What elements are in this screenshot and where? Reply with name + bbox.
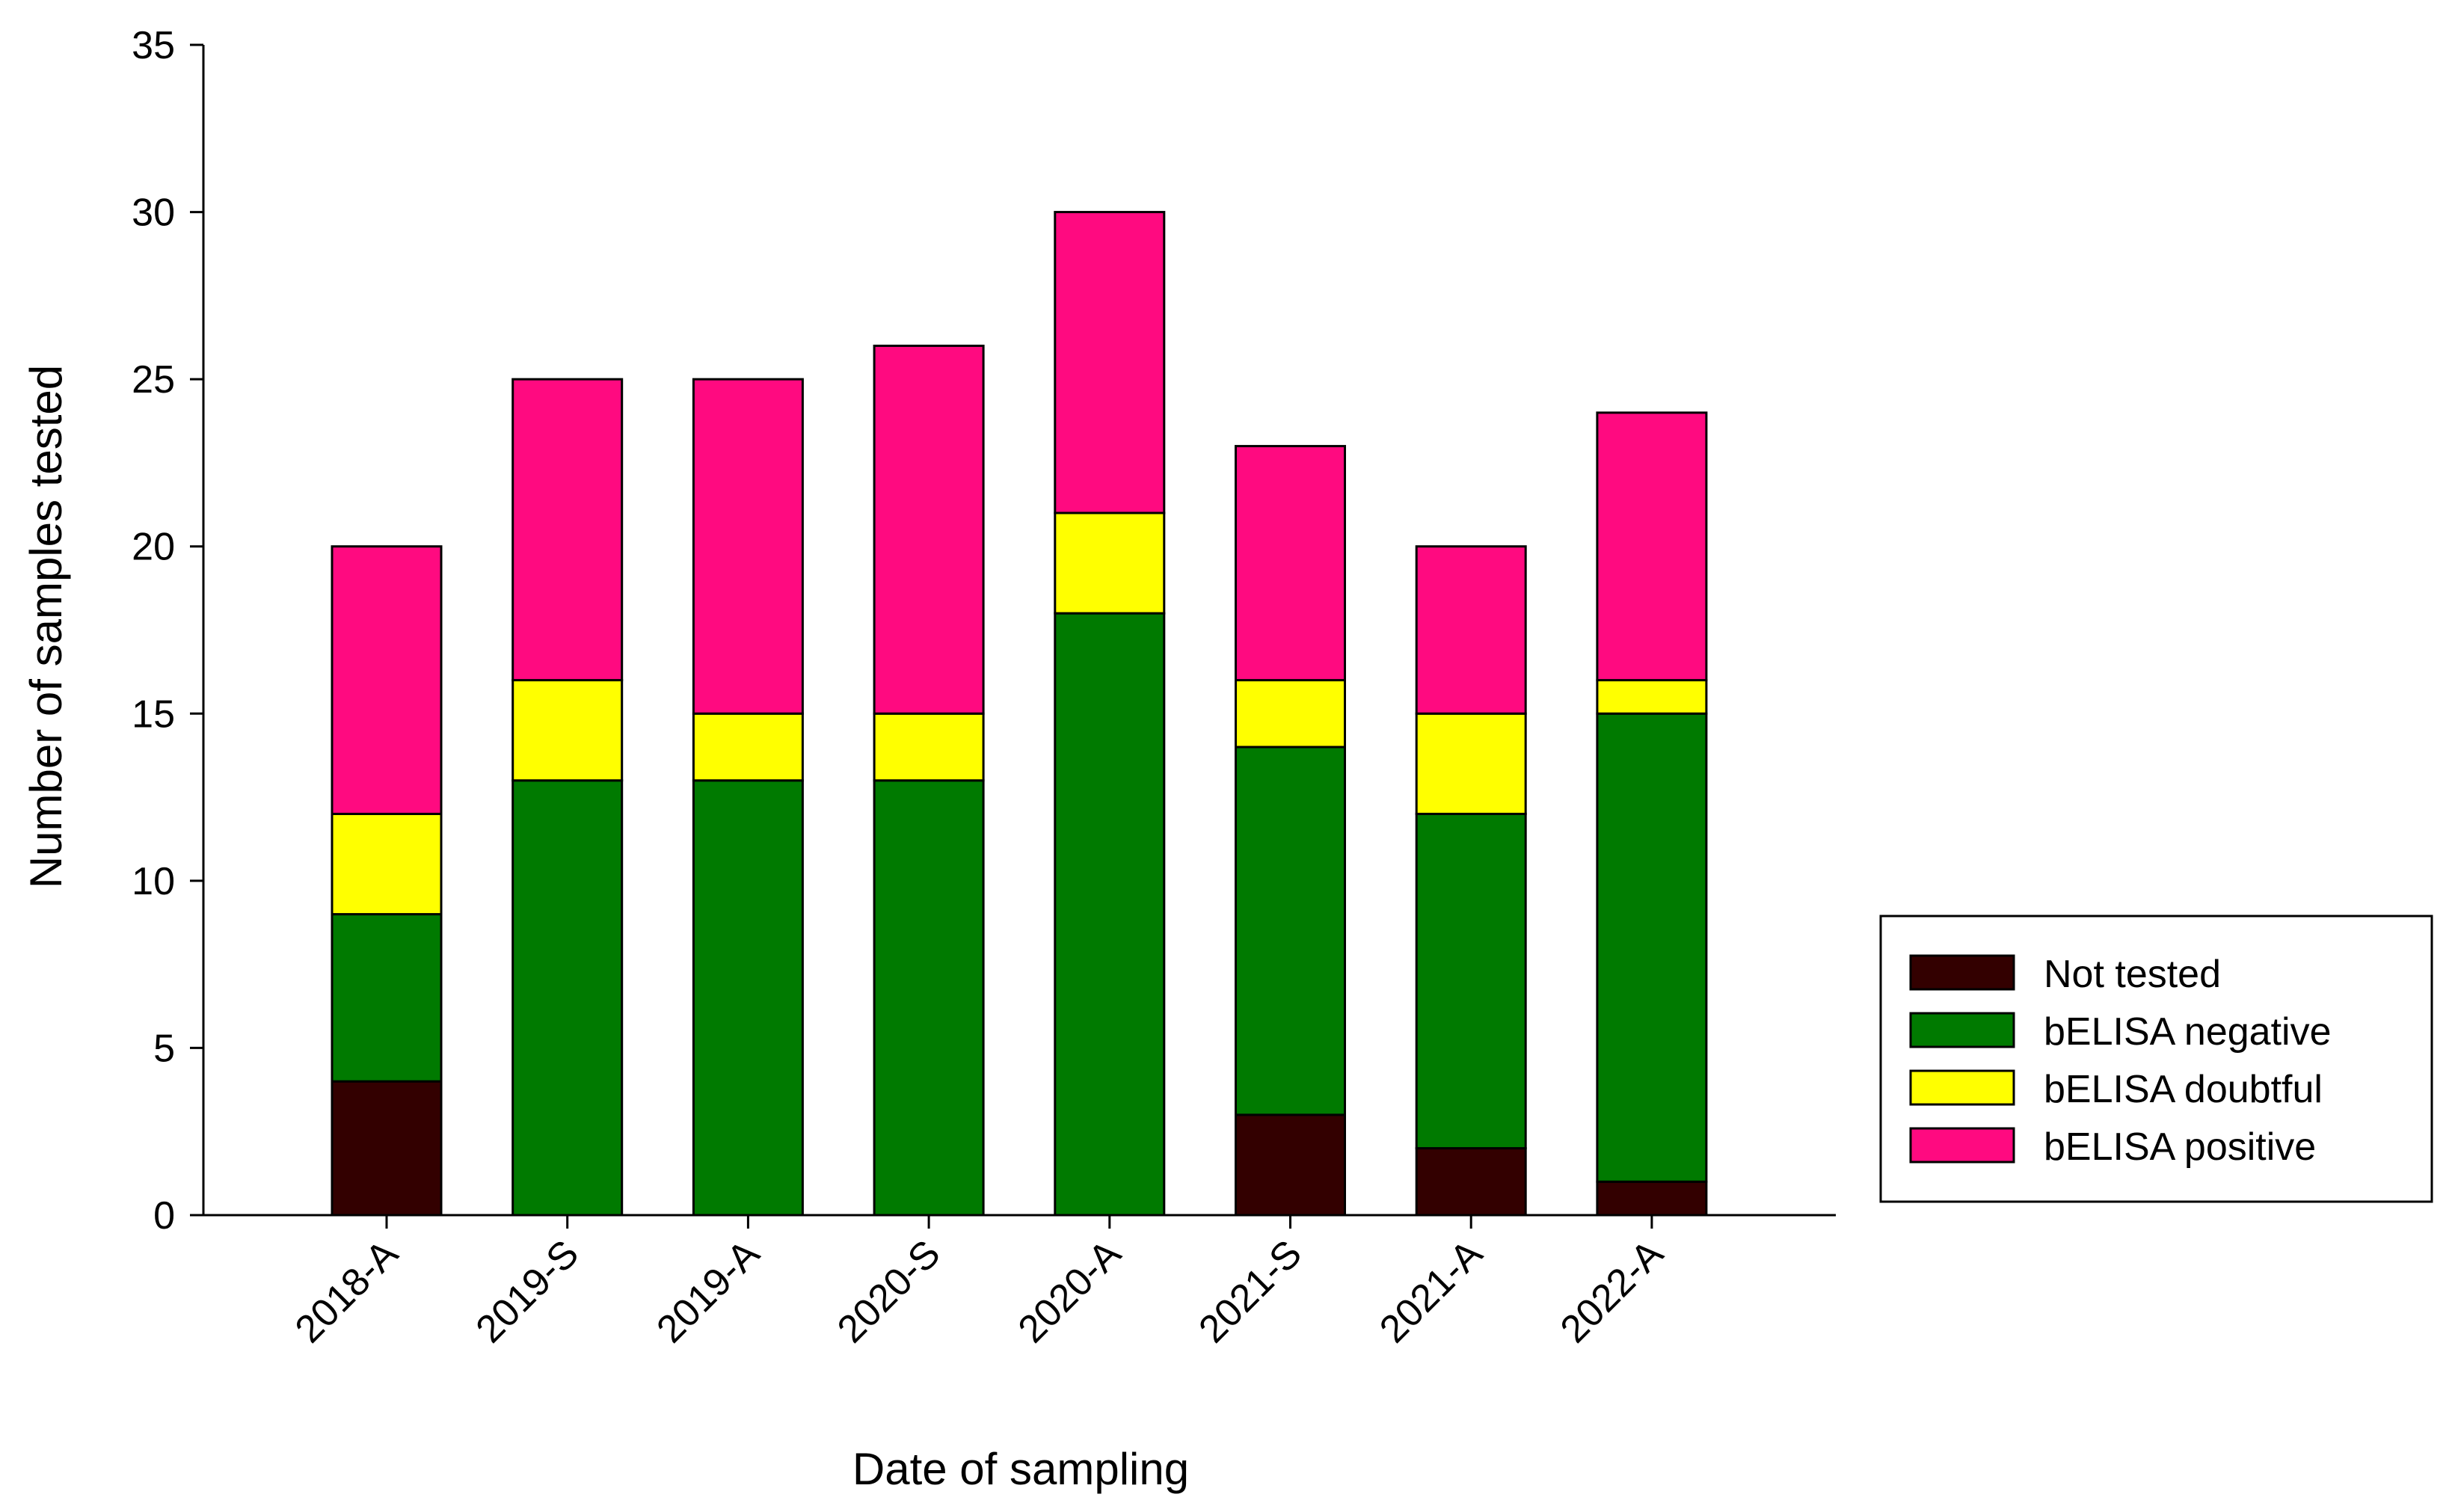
y-axis: 0 5 10 15 20 25 30 35: [132, 24, 205, 1238]
x-tick-label-2020-s: 2020-S: [829, 1232, 949, 1351]
bar-2018-a-belisa-negative: [331, 913, 443, 1083]
bar-2020-s-belisa-positive: [873, 344, 985, 715]
y-tick-label-20: 20: [132, 526, 175, 569]
bar-2021-a-belisa-positive: [1415, 545, 1527, 715]
y-tick-label-35: 35: [132, 24, 175, 67]
legend-item-belisa-doubtful: bELISA doubtful: [1909, 1068, 2323, 1111]
bar-2019-s-belisa-negative: [511, 779, 624, 1217]
bar-2020-s-belisa-doubtful: [873, 712, 985, 782]
x-tick-label-2021-s: 2021-S: [1190, 1232, 1310, 1351]
legend-label-belisa-positive: bELISA positive: [2044, 1125, 2316, 1169]
bar-2019-s-belisa-doubtful: [511, 679, 624, 782]
legend-label-belisa-doubtful: bELISA doubtful: [2044, 1068, 2323, 1111]
y-tick-label-5: 5: [153, 1027, 175, 1070]
y-tick-label-30: 30: [132, 191, 175, 235]
x-tick-label-2021-a: 2021-A: [1371, 1232, 1491, 1351]
legend-swatch-belisa-positive: [1909, 1127, 2015, 1164]
y-tick-label-25: 25: [132, 358, 175, 402]
bar-2020-a-belisa-doubtful: [1054, 511, 1166, 615]
legend-swatch-belisa-doubtful: [1909, 1069, 2015, 1106]
x-tick-label-2019-s: 2019-S: [468, 1232, 588, 1351]
x-axis: 2018-A 2019-S 2019-A 2020-S 2020-A 2021-S 2021…: [203, 1214, 1836, 1351]
legend-item-belisa-positive: bELISA positive: [1909, 1125, 2316, 1169]
bar-2021-s-belisa-negative: [1235, 746, 1346, 1116]
legend-swatch-not-tested: [1909, 954, 2015, 991]
y-tick-label-15: 15: [132, 692, 175, 736]
bar-2021-a-not-tested: [1415, 1147, 1527, 1217]
bar-2018-a-belisa-doubtful: [331, 812, 443, 916]
bar-2019-s-belisa-positive: [511, 378, 624, 682]
legend-item-not-tested: Not tested: [1909, 953, 2221, 996]
bar-2020-s-belisa-negative: [873, 779, 985, 1217]
bar-2022-a-belisa-doubtful: [1596, 679, 1708, 715]
x-tick-label-2020-a: 2020-A: [1010, 1232, 1130, 1351]
x-axis-title: Date of sampling: [852, 1444, 1189, 1494]
bar-2021-s-belisa-doubtful: [1235, 679, 1346, 749]
bar-2021-a-belisa-negative: [1415, 812, 1527, 1150]
bar-2018-a-not-tested: [331, 1080, 443, 1217]
legend-label-belisa-negative: bELISA negative: [2044, 1010, 2332, 1054]
bar-2019-a-belisa-doubtful: [692, 712, 804, 782]
bar-2022-a-belisa-negative: [1596, 712, 1708, 1183]
legend: Not tested bELISA negative bELISA doubtf…: [1879, 915, 2433, 1203]
bar-2019-a-belisa-negative: [692, 779, 804, 1217]
bar-2021-s-not-tested: [1235, 1113, 1346, 1217]
x-tick-label-2019-a: 2019-A: [648, 1232, 768, 1351]
bar-2021-a-belisa-doubtful: [1415, 712, 1527, 815]
bar-2019-a-belisa-positive: [692, 378, 804, 715]
legend-swatch-belisa-negative: [1909, 1012, 2015, 1048]
bar-2022-a-belisa-positive: [1596, 411, 1708, 682]
bar-2021-s-belisa-positive: [1235, 445, 1346, 682]
y-tick-label-0: 0: [153, 1194, 175, 1238]
bar-2020-a-belisa-negative: [1054, 612, 1166, 1217]
bar-2020-a-belisa-positive: [1054, 211, 1166, 514]
bars: [331, 211, 1708, 1217]
bar-2022-a-not-tested: [1596, 1180, 1708, 1217]
legend-label-not-tested: Not tested: [2044, 953, 2221, 996]
y-tick-label-10: 10: [132, 860, 175, 903]
y-axis-title: Number of samples tested: [21, 365, 71, 888]
x-tick-label-2018-a: 2018-A: [287, 1232, 407, 1351]
legend-item-belisa-negative: bELISA negative: [1909, 1010, 2332, 1054]
x-tick-label-2022-a: 2022-A: [1552, 1232, 1672, 1351]
bar-2018-a-belisa-positive: [331, 545, 443, 815]
